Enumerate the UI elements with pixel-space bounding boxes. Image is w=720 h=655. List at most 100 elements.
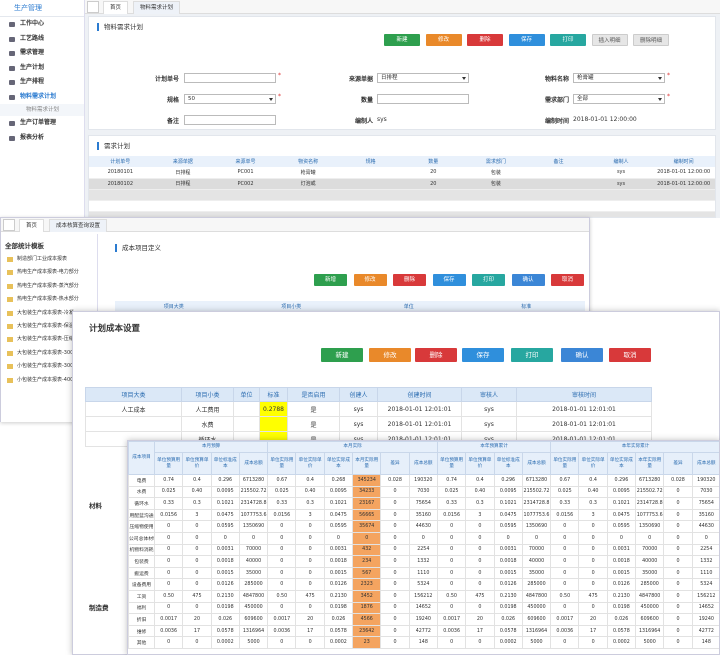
cell: [214, 189, 277, 201]
tree-item[interactable]: 大包装生产成本报表-300: [1, 347, 97, 360]
submenu-item[interactable]: 物料需求计划: [0, 104, 84, 116]
table-row[interactable]: 包装费 0 0 0.0018 40000 0 0 0.0018 234 0 1332 0 0 0.0018…: [128, 555, 719, 568]
table-row[interactable]: 维修 0.0036 17 0.0578 1316964 0.0036 17 0.0578 236…: [128, 624, 719, 638]
tree-item[interactable]: 大包装生产成本报表-压缩: [1, 333, 97, 346]
button[interactable]: 取消: [609, 348, 651, 362]
cell: 0: [465, 531, 495, 545]
cell: sys: [461, 401, 517, 417]
button[interactable]: 新增: [314, 274, 347, 286]
cell: 0.0095: [606, 485, 637, 499]
button[interactable]: 修改: [353, 274, 387, 286]
select[interactable]: 枪膏罐: [573, 73, 665, 83]
button[interactable]: 插入明细: [591, 34, 628, 46]
tab[interactable]: 成本核算查询设置: [49, 219, 108, 232]
row-group-label: 制造费: [89, 604, 109, 612]
button[interactable]: 新建: [321, 348, 363, 362]
cell: 0.0198: [606, 601, 637, 615]
menu-item[interactable]: 物料需求计划: [0, 90, 84, 105]
button[interactable]: 打印: [511, 348, 553, 362]
cell: [233, 416, 260, 432]
tree-item[interactable]: 大包装生产成本报表-保温: [1, 320, 97, 333]
menu-icon[interactable]: [3, 219, 15, 231]
table-row[interactable]: 用配蓝沟通 0.0156 3 0.0475 1077753.6 0.0156 3 0.0475…: [128, 508, 719, 522]
panel-title: 物料需求计划: [97, 23, 143, 31]
button[interactable]: 打印: [472, 274, 505, 286]
table-row[interactable]: 福利 0 0 0.0198 450000 0 0 0.0198 1876 0 14652 0 0 0.01…: [128, 601, 719, 615]
button[interactable]: 保存: [508, 34, 545, 46]
cell: 0.67: [550, 474, 580, 487]
tree-item[interactable]: 小包装生产成本报表-300: [1, 360, 97, 373]
cell: 0.025: [153, 485, 184, 499]
input[interactable]: [184, 73, 276, 83]
table-row[interactable]: 20180101 日排程 PC001 枪膏罐 20 包装 sys 2018-01-01 12:…: [89, 167, 715, 179]
table-row[interactable]: 压缩物使用 0 0 0.0595 1350690 0 0 0.0595 35674 0 44630 0…: [128, 520, 719, 533]
select[interactable]: 日排程: [377, 73, 469, 83]
tab[interactable]: 物料需求计划: [133, 1, 181, 14]
button[interactable]: 删除: [467, 34, 503, 46]
menu-item[interactable]: 工艺路线: [0, 32, 84, 47]
button[interactable]: 确认: [511, 274, 545, 286]
button[interactable]: 修改: [425, 34, 462, 46]
table-row[interactable]: 电费 0.74 0.4 0.296 6713280 0.67 0.4 0.268 345234 0…: [128, 474, 719, 487]
cell: 40000: [238, 555, 269, 568]
select[interactable]: 全部: [573, 94, 665, 104]
menu-item[interactable]: 生产排程: [0, 75, 84, 90]
tree-item[interactable]: 热电生产成本报表-电力部分: [1, 266, 97, 279]
tab-bar: 首页 物料需求计划: [85, 0, 720, 14]
cell: 0.0036: [153, 624, 184, 638]
cell: 34233: [352, 485, 382, 499]
menu-item[interactable]: 生产订单管理: [0, 116, 84, 131]
cell: 215502.72: [521, 485, 552, 499]
button[interactable]: 取消: [551, 274, 584, 286]
cell: 0: [380, 613, 410, 626]
table-row[interactable]: 机物料消耗 0 0 0.0031 70000 0 0 0.0031 432 0 2254 0 0 0.00…: [128, 543, 719, 557]
table-row[interactable]: 循环水 0.33 0.3 0.1021 2314728.8 0.33 0.3 0.1021 23…: [128, 497, 719, 510]
tree-item[interactable]: 热电生产成本报表-热水部分: [1, 293, 97, 306]
cell: 水费: [181, 416, 234, 432]
table-row[interactable]: 其他 0 0 0.0002 5000 0 0 0.0002 23 0 148 0 0 0.0002 5000…: [128, 636, 719, 649]
button[interactable]: 新建: [384, 34, 420, 46]
menu-item[interactable]: 工作中心: [0, 17, 84, 32]
button[interactable]: 确认: [561, 348, 603, 362]
table-row[interactable]: 搬运费 0 0 0.0015 35000 0 0 0.0015 567 0 1110 0 0 0.0015…: [128, 566, 719, 580]
tree-item[interactable]: 制造部门工业成本报表: [1, 253, 97, 266]
tree-item[interactable]: 热电生产成本报表-蒸汽部分: [1, 280, 97, 293]
cell: 0: [295, 578, 325, 591]
menu-item[interactable]: 生产计划: [0, 61, 84, 76]
table-row[interactable]: 20180102 日排程 PC002 灯泡或 20 包装 sys 2018-01-01 12:…: [89, 178, 715, 190]
tab[interactable]: 首页: [103, 1, 129, 14]
row-header: 成本项目: [128, 441, 155, 475]
cell: 0.0475: [210, 508, 240, 522]
button[interactable]: 删除: [393, 274, 426, 286]
button[interactable]: 保存: [462, 348, 504, 362]
cell: 35160: [691, 508, 719, 522]
cell: 是: [287, 401, 340, 417]
select[interactable]: 50: [184, 94, 276, 104]
tree-item[interactable]: 小包装生产成本报表-400: [1, 374, 97, 387]
tree-item[interactable]: 大包装生产成本报表-冷凝: [1, 307, 97, 320]
button[interactable]: 打印: [550, 34, 586, 46]
table-row[interactable]: 设备费用 0 0 0.0126 285000 0 0 0.0126 2323 0 5324 0 0 0.0…: [128, 578, 719, 591]
button[interactable]: 删除明细: [633, 34, 669, 46]
table-row[interactable]: 水费 0.025 0.40 0.0095 215502.72 0.025 0.40 0.009…: [128, 485, 719, 499]
table-row[interactable]: 工资 0.50 475 0.2130 4847800 0.50 475 0.2130 3452 0…: [128, 589, 719, 603]
table-row[interactable]: 折旧 0.0017 20 0.026 609600 0.0017 20 0.026 4566 0 1…: [128, 613, 719, 626]
input[interactable]: [377, 94, 469, 104]
cell: 0.40: [182, 485, 212, 499]
cell: 20: [578, 613, 608, 626]
button[interactable]: 删除: [415, 348, 457, 362]
table-row[interactable]: 公司总体材料00000000000000000000: [128, 531, 719, 545]
button[interactable]: 修改: [369, 348, 411, 362]
cell: 0: [578, 601, 608, 615]
cell: 0: [408, 531, 438, 545]
menu-item[interactable]: 报表分析: [0, 131, 84, 146]
input[interactable]: [184, 115, 276, 125]
table-row[interactable]: 人工成本 人工费用 0.2788 是 sys 2018-01-01 12:01:01 sys…: [85, 401, 652, 417]
menu-icon[interactable]: [87, 1, 99, 13]
table-row[interactable]: 水费是 sys 2018-01-01 12:01:01 sys 2018-01-01 1…: [85, 416, 652, 432]
cell: 156212: [691, 589, 719, 603]
menu-item[interactable]: 需求管理: [0, 46, 84, 61]
button[interactable]: 保存: [432, 274, 466, 286]
cell: PC002: [214, 178, 277, 190]
tab[interactable]: 首页: [19, 219, 45, 232]
